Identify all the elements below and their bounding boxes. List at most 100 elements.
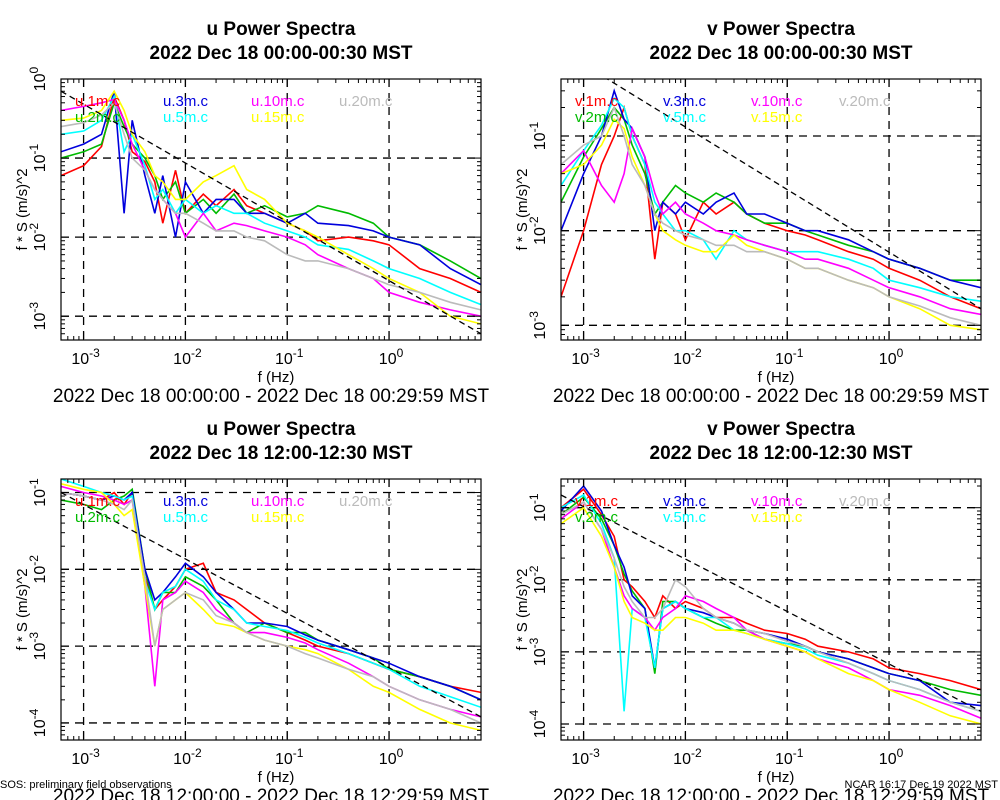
x-tick-label: 10-1 [775, 746, 804, 768]
plot-area [61, 89, 481, 335]
x-tick-label: 10-1 [275, 346, 304, 368]
x-tick-label: 10-2 [173, 746, 202, 768]
legend-u-2m-c: u.2m.c [75, 509, 121, 526]
x-tick-label: 100 [879, 346, 904, 368]
x-axis-label: f (Hz) [758, 369, 795, 386]
series-line-u-20m-c [61, 101, 481, 311]
time-range-label: 2022 Dec 18 00:00:00 - 2022 Dec 18 00:29… [53, 386, 490, 407]
y-tick-label: 10-3 [27, 632, 49, 661]
y-tick-label: 10-4 [527, 709, 549, 738]
legend-v-3m-c: v.3m.c [663, 93, 707, 110]
footer-right: NCAR 16:17 Dec 19 2022 MST [845, 779, 999, 791]
series-line-u-3m-c [61, 90, 481, 286]
series-line-u-15m-c [61, 483, 481, 732]
legend-u-5m-c: u.5m.c [163, 509, 209, 526]
legend-v-15m-c: v.15m.c [751, 109, 803, 126]
x-tick-label: 100 [379, 746, 404, 768]
legend-v-10m-c: v.10m.c [751, 493, 803, 510]
y-tick-label: 10-1 [527, 493, 549, 522]
y-axis-label: f * S (m/s)^2 [14, 168, 31, 250]
chart-title: v Power Spectra [707, 19, 855, 40]
time-range-label: 2022 Dec 18 12:00:00 - 2022 Dec 18 12:29… [53, 786, 490, 800]
series-line-v-10m-c [561, 500, 981, 720]
series-line-v-20m-c [561, 105, 981, 327]
x-tick-label: 10-3 [71, 346, 100, 368]
series-line-v-15m-c [561, 506, 981, 725]
spectra-panel-3: u Power Spectra 2022 Dec 18 12:00-12:30 M… [14, 419, 490, 800]
legend-v-2m-c: v.2m.c [575, 109, 619, 126]
y-tick-label: 100 [27, 66, 49, 91]
series-line-u-2m-c [61, 100, 481, 280]
reference-slope-line [61, 491, 481, 718]
x-axis-label: f (Hz) [258, 769, 295, 786]
plot-area [61, 479, 481, 732]
time-range-label: 2022 Dec 18 00:00:00 - 2022 Dec 18 00:29… [553, 386, 990, 407]
series-line-u-5m-c [61, 479, 481, 709]
y-tick-label: 10-2 [527, 216, 549, 245]
chart-subtitle: 2022 Dec 18 00:00-00:30 MST [650, 43, 913, 64]
series-line-u-20m-c [61, 491, 481, 724]
legend-v-2m-c: v.2m.c [575, 509, 619, 526]
chart-subtitle: 2022 Dec 18 00:00-00:30 MST [150, 43, 413, 64]
legend-v-20m-c: v.20m.c [839, 493, 891, 510]
time-range-label: 2022 Dec 18 12:00:00 - 2022 Dec 18 12:29… [553, 786, 990, 800]
y-tick-label: 10-2 [27, 555, 49, 584]
legend-v-5m-c: v.5m.c [663, 509, 707, 526]
x-tick-label: 100 [379, 346, 404, 368]
chart-subtitle: 2022 Dec 18 12:00-12:30 MST [150, 443, 413, 464]
y-tick-label: 10-1 [27, 144, 49, 173]
spectra-panel-4: v Power Spectra 2022 Dec 18 12:00-12:30 M… [514, 419, 990, 800]
legend-v-10m-c: v.10m.c [751, 93, 803, 110]
x-tick-label: 10-2 [673, 346, 702, 368]
chart-title: v Power Spectra [707, 419, 855, 440]
x-tick-label: 10-2 [173, 346, 202, 368]
spectra-panel-1: u Power Spectra 2022 Dec 18 00:00-00:30 M… [14, 19, 490, 407]
series-line-v-10m-c [561, 125, 981, 316]
chart-title: u Power Spectra [207, 419, 356, 440]
legend-v-1m-c: v.1m.c [575, 493, 619, 510]
legend-u-20m-c: u.20m.c [339, 93, 393, 110]
reference-slope-line [61, 90, 481, 335]
series-line-u-5m-c [61, 94, 481, 306]
legend-v-5m-c: v.5m.c [663, 109, 707, 126]
legend-u-10m-c: u.10m.c [251, 493, 305, 510]
legend-v-1m-c: v.1m.c [575, 93, 619, 110]
chart-title: u Power Spectra [207, 19, 356, 40]
x-tick-label: 100 [879, 746, 904, 768]
x-tick-label: 10-3 [571, 346, 600, 368]
y-tick-label: 10-3 [527, 637, 549, 666]
series-line-v-3m-c [561, 88, 981, 289]
y-axis-label: f * S (m/s)^2 [14, 568, 31, 650]
legend-u-15m-c: u.15m.c [251, 509, 305, 526]
series-line-v-20m-c [561, 500, 981, 713]
plot-area [561, 484, 981, 725]
spectra-panel-2: v Power Spectra 2022 Dec 18 00:00-00:30 M… [514, 19, 990, 407]
y-tick-label: 10-4 [27, 708, 49, 737]
legend-u-1m-c: u.1m.c [75, 93, 121, 110]
series-line-v-5m-c [561, 96, 981, 302]
x-tick-label: 10-1 [775, 346, 804, 368]
legend-u-1m-c: u.1m.c [75, 493, 121, 510]
x-tick-label: 10-2 [673, 746, 702, 768]
legend-u-20m-c: u.20m.c [339, 493, 393, 510]
y-axis-label: f * S (m/s)^2 [514, 568, 531, 650]
plot-area [561, 79, 981, 331]
legend-v-20m-c: v.20m.c [839, 93, 891, 110]
legend-v-3m-c: v.3m.c [663, 493, 707, 510]
y-tick-label: 10-3 [527, 311, 549, 340]
legend-u-10m-c: u.10m.c [251, 93, 305, 110]
legend-u-5m-c: u.5m.c [163, 109, 209, 126]
y-axis-label: f * S (m/s)^2 [514, 168, 531, 250]
y-tick-label: 10-1 [527, 121, 549, 150]
reference-slope-line [606, 79, 981, 310]
x-axis-label: f (Hz) [758, 769, 795, 786]
x-tick-label: 10-3 [71, 746, 100, 768]
reference-slope-line [561, 494, 981, 712]
legend-u-2m-c: u.2m.c [75, 109, 121, 126]
legend-v-15m-c: v.15m.c [751, 509, 803, 526]
chart-subtitle: 2022 Dec 18 12:00-12:30 MST [650, 443, 913, 464]
x-tick-label: 10-3 [571, 746, 600, 768]
footer-left: SOS: preliminary field observations [0, 779, 172, 791]
x-axis-label: f (Hz) [258, 369, 295, 386]
